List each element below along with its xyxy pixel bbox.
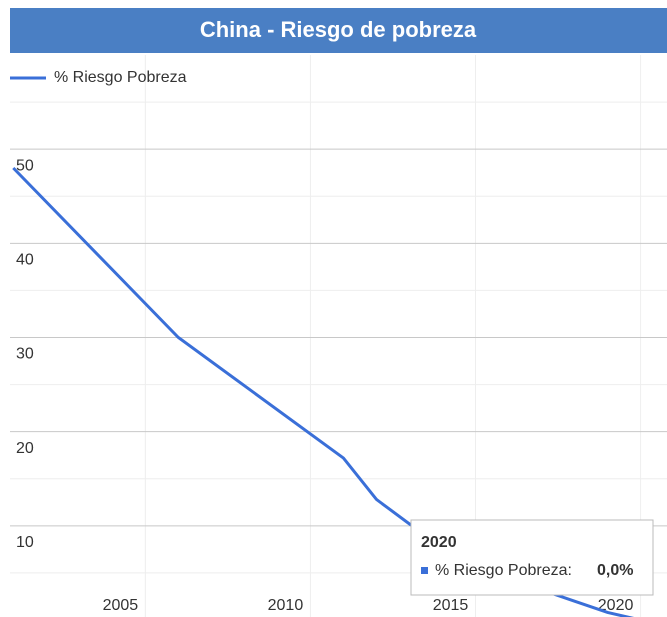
title-bar bbox=[10, 8, 667, 53]
tooltip: 2020 % Riesgo Pobreza: 0,0% bbox=[410, 519, 654, 596]
x-tick-label: 2005 bbox=[103, 597, 139, 614]
legend-label: % Riesgo Pobreza bbox=[54, 69, 187, 86]
y-tick-label: 10 bbox=[16, 534, 34, 551]
y-tick-label: 50 bbox=[16, 157, 34, 174]
tooltip-value: 0,0% bbox=[597, 562, 633, 579]
chart-title: China - Riesgo de pobreza bbox=[200, 17, 477, 42]
tooltip-label: % Riesgo Pobreza: bbox=[435, 562, 572, 579]
x-tick-label: 2015 bbox=[433, 597, 469, 614]
y-tick-label: 20 bbox=[16, 440, 34, 457]
x-tick-label: 2020 bbox=[598, 597, 634, 614]
y-tick-label: 40 bbox=[16, 252, 34, 269]
x-tick-label: 2010 bbox=[268, 597, 304, 614]
tooltip-title: 2020 bbox=[421, 534, 457, 551]
tooltip-swatch bbox=[421, 567, 428, 574]
tooltip-box bbox=[410, 519, 654, 596]
y-tick-label: 30 bbox=[16, 346, 34, 363]
